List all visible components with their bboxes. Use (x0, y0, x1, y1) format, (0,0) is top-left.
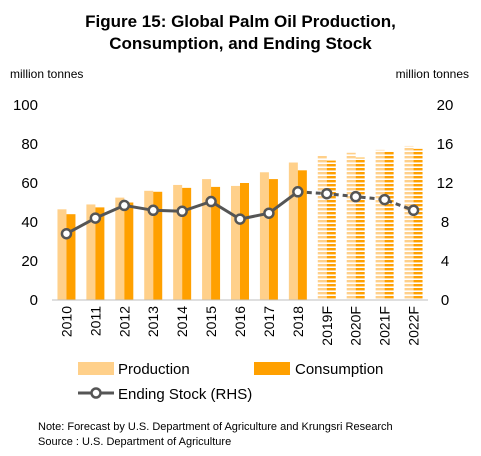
production-bar (57, 209, 67, 300)
right-axis-ticks: 0 4 8 12 16 20 (437, 97, 454, 309)
consumption-bar (124, 202, 134, 300)
ending-stock-point (176, 205, 188, 218)
x-tick-label: 2022F (406, 306, 422, 346)
production-bar (86, 204, 96, 300)
consumption-bar (413, 148, 423, 300)
consumption-bar (384, 151, 394, 300)
production-bar (259, 172, 269, 300)
left-tick-label: 40 (21, 214, 38, 231)
consumption-bar (268, 179, 278, 300)
consumption-bar (240, 183, 249, 300)
x-tick-label: 2016 (232, 306, 248, 337)
ending-stock-point (378, 193, 391, 206)
legend-consumption-label: Consumption (295, 361, 383, 378)
ending-stock-series (60, 186, 420, 240)
x-tick-label: 2017 (261, 306, 277, 337)
production-bar (173, 184, 183, 300)
x-tick-label: 2018 (290, 306, 306, 337)
ending-stock-point (234, 213, 246, 225)
chart-title-line2: Consumption, and Ending Stock (109, 34, 372, 53)
bars (57, 145, 423, 300)
production-bar (202, 179, 212, 300)
left-tick-label: 60 (21, 175, 38, 192)
consumption-bar (95, 207, 105, 300)
legend: Production Consumption Ending Stock (RHS… (78, 361, 383, 403)
right-tick-label: 20 (437, 97, 454, 114)
ending-stock-point (407, 204, 420, 217)
ending-stock-point (349, 190, 362, 203)
production-bar (231, 185, 240, 300)
production-bar (115, 197, 125, 300)
x-tick-label: 2010 (58, 306, 74, 337)
left-tick-label: 0 (30, 292, 38, 309)
consumption-bar (326, 160, 336, 300)
consumption-bar (153, 191, 163, 300)
ending-stock-point (60, 227, 73, 240)
consumption-bar (182, 187, 192, 300)
consumption-bar (211, 186, 221, 300)
consumption-bar (297, 170, 307, 300)
x-axis-ticks: 2010 2011 2012 2013 2014 2015 2016 2017 2018 2019… (58, 306, 421, 346)
legend-ending-stock-label: Ending Stock (RHS) (118, 386, 252, 403)
ending-stock-point (205, 195, 217, 208)
x-tick-label: 2013 (145, 306, 161, 337)
left-axis-unit: million tonnes (10, 67, 83, 81)
production-bar (317, 155, 327, 300)
source-text: Source : U.S. Department of Agriculture (38, 436, 231, 448)
left-axis-ticks: 0 20 40 60 80 100 (13, 97, 38, 309)
x-tick-label: 2011 (87, 306, 103, 336)
legend-consumption-swatch (254, 362, 290, 375)
x-tick-label: 2015 (203, 306, 219, 337)
x-tick-label: 2019F (319, 306, 335, 346)
production-bar (144, 190, 154, 300)
right-tick-label: 12 (437, 175, 454, 192)
left-tick-label: 100 (13, 97, 38, 114)
consumption-bar (355, 157, 365, 300)
right-tick-label: 0 (441, 292, 449, 309)
right-tick-label: 16 (437, 136, 454, 153)
ending-stock-point (263, 207, 275, 219)
legend-production-swatch (78, 362, 114, 375)
x-tick-label: 2012 (116, 306, 132, 337)
ending-stock-point (89, 212, 102, 224)
left-tick-label: 20 (21, 253, 38, 270)
ending-stock-point (118, 199, 131, 212)
note-text: Note: Forecast by U.S. Department of Agr… (38, 421, 393, 433)
left-tick-label: 80 (21, 136, 38, 153)
x-tick-label: 2021F (377, 306, 393, 346)
ending-stock-point (147, 204, 159, 217)
ending-stock-point (321, 187, 333, 200)
x-tick-label: 2014 (174, 306, 190, 337)
production-bar (375, 149, 385, 300)
production-bar (404, 145, 414, 300)
chart-title-line1: Figure 15: Global Palm Oil Production, (85, 12, 396, 31)
legend-ending-stock-marker (90, 387, 102, 399)
ending-stock-point (292, 186, 304, 198)
legend-production-label: Production (118, 361, 190, 378)
production-bar (288, 162, 298, 300)
x-tick-label: 2020F (348, 306, 364, 346)
right-axis-unit: million tonnes (396, 67, 469, 81)
right-tick-label: 4 (441, 253, 449, 270)
consumption-bar (66, 214, 76, 300)
right-tick-label: 8 (441, 214, 449, 231)
production-bar (346, 152, 356, 300)
